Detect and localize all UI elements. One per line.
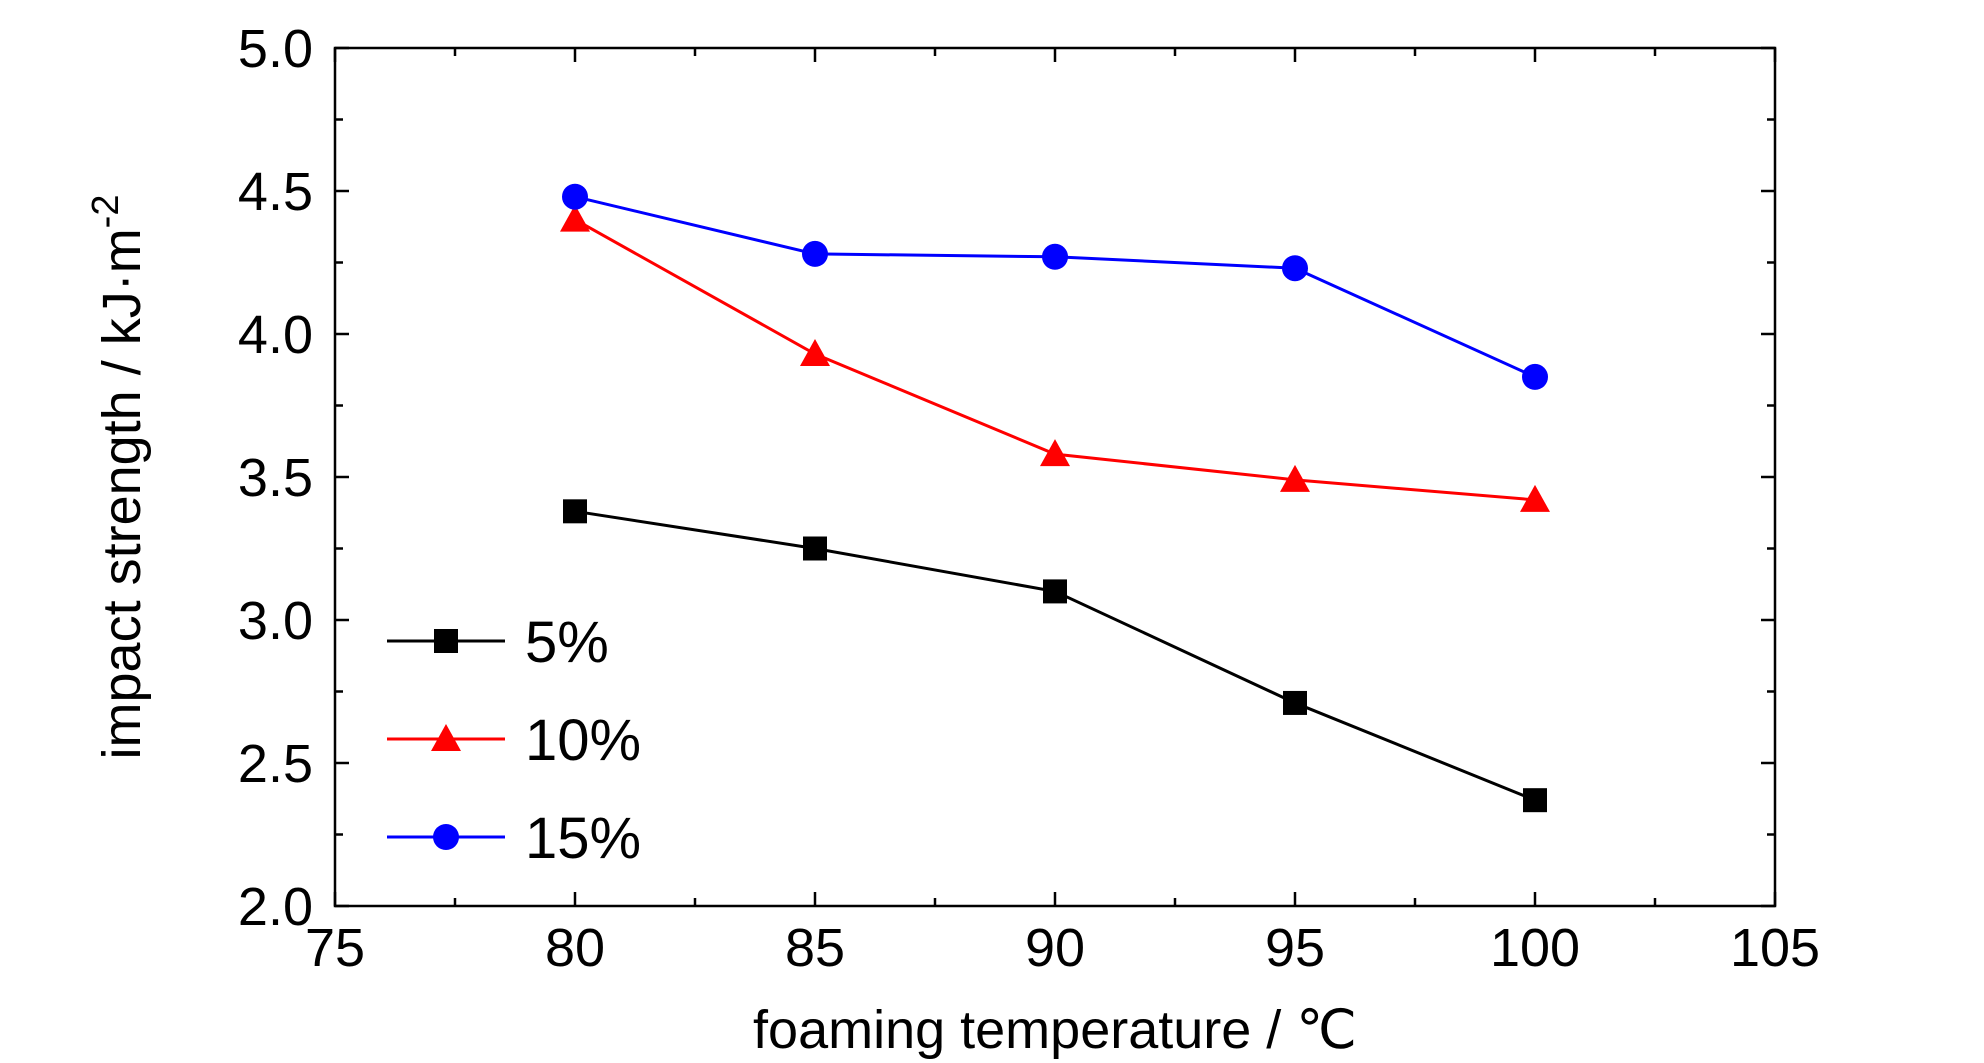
data-point [1523, 788, 1547, 813]
y-axis-title: impact strength / kJ·m-2 [85, 195, 152, 760]
y-tick-label: 5.0 [238, 19, 313, 79]
data-point [1040, 439, 1070, 467]
data-point [562, 183, 588, 210]
y-tick-label: 3.0 [238, 591, 313, 651]
y-tick-label: 4.5 [238, 162, 313, 222]
legend-item: 15% [387, 806, 641, 871]
data-series [560, 183, 1550, 813]
y-axis-title-main: impact strength / kJ·m [92, 228, 152, 759]
x-tick-label: 85 [785, 918, 845, 978]
y-tick-label: 2.0 [238, 877, 313, 937]
x-tick-label: 105 [1730, 918, 1820, 978]
axis-ticks [333, 46, 1777, 908]
series-line [574, 195, 1536, 379]
legend: 5% 10% 15% [387, 610, 641, 871]
series-line [574, 509, 1536, 802]
data-point [1522, 363, 1548, 390]
plot-frame [333, 46, 1777, 908]
legend-label: 5% [525, 610, 609, 675]
x-tick-label: 75 [305, 918, 365, 978]
axis-tick-labels: 75 80 85 90 95 100 105 2.0 2.5 3.0 3.5 4.0 4.5 5.0 [238, 19, 1820, 978]
data-point [1042, 243, 1068, 270]
data-point [563, 499, 587, 524]
x-tick-label: 100 [1490, 918, 1580, 978]
legend-marker [433, 824, 459, 850]
data-point [800, 339, 830, 367]
data-point [560, 204, 590, 232]
data-point [1520, 484, 1550, 512]
legend-marker [431, 724, 461, 751]
data-point [1280, 464, 1310, 492]
y-tick-label: 3.5 [238, 448, 313, 508]
legend-item: 10% [387, 708, 641, 773]
data-point [1282, 255, 1308, 282]
y-tick-label: 4.0 [238, 305, 313, 365]
x-tick-label: 90 [1025, 918, 1085, 978]
x-tick-label: 95 [1265, 918, 1325, 978]
legend-marker [434, 629, 458, 653]
legend-label: 10% [525, 708, 641, 773]
series-3 [562, 183, 1548, 390]
data-point [802, 240, 828, 267]
legend-label: 15% [525, 806, 641, 871]
data-point [1043, 579, 1067, 604]
y-tick-label: 2.5 [238, 734, 313, 794]
data-point [1283, 690, 1307, 715]
legend-item: 5% [387, 610, 609, 675]
y-axis-title-superscript: -2 [85, 195, 127, 229]
data-point [803, 536, 827, 561]
x-tick-label: 80 [545, 918, 605, 978]
x-axis-title: foaming temperature / ℃ [753, 1000, 1357, 1060]
series-1 [563, 499, 1547, 813]
series-2 [560, 204, 1550, 512]
